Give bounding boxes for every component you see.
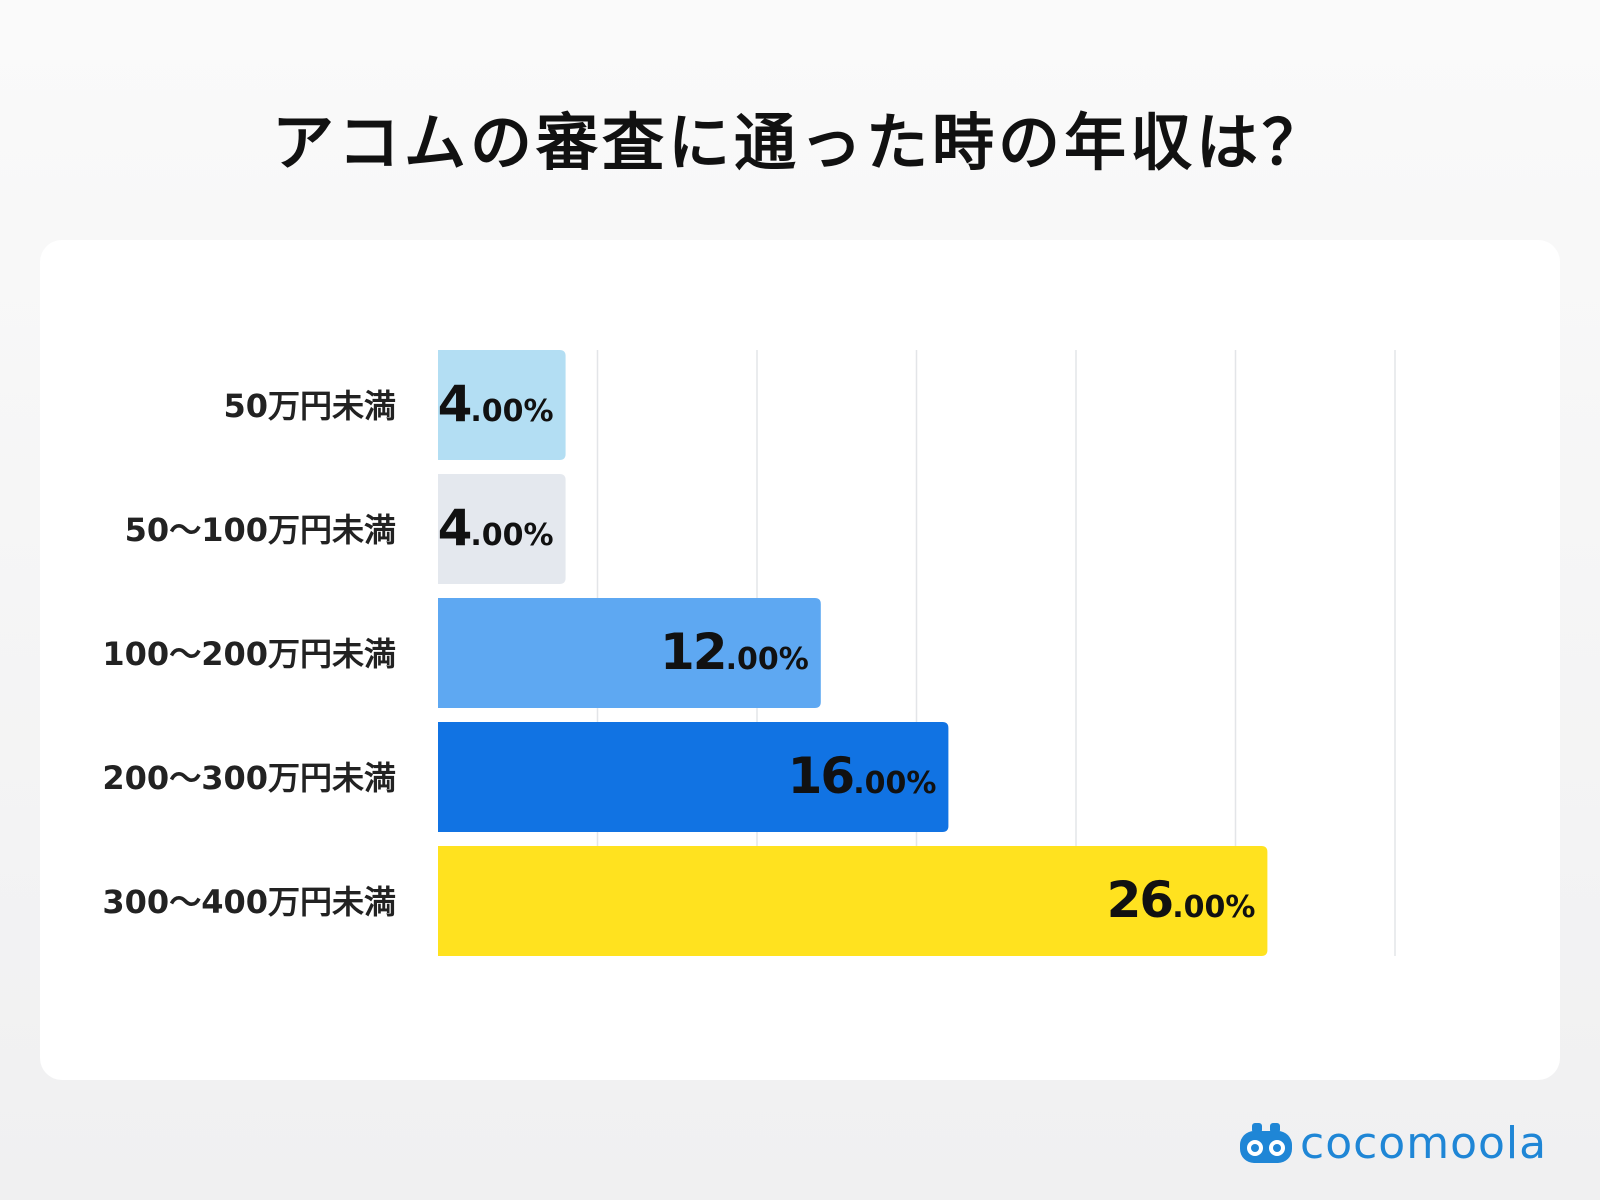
category-label: 50〜100万円未満 — [125, 511, 396, 549]
category-label: 100〜200万円未満 — [102, 635, 396, 673]
bar — [438, 350, 566, 460]
page-title: アコムの審査に通った時の年収は？ — [271, 106, 1328, 179]
brand-name: cocomoola — [1300, 1117, 1548, 1169]
chart-card: 50万円未満 50〜100万円未満 100〜200万円未満 200〜300万円未満 30… — [40, 240, 1560, 1080]
category-labels: 50万円未満 50〜100万円未満 100〜200万円未満 200〜300万円未満 30… — [102, 387, 396, 921]
bar-chart: 50万円未満 50〜100万円未満 100〜200万円未満 200〜300万円未満 30… — [102, 350, 1396, 956]
value-labels: 4.00% 4.00% 12.00% 16.00% 26.00% — [438, 375, 1256, 929]
bar — [438, 722, 949, 832]
category-label: 200〜300万円未満 — [102, 759, 396, 797]
category-label: 300〜400万円未満 — [102, 883, 396, 921]
value-label: 26.00% — [1107, 871, 1256, 929]
binoculars-icon — [1240, 1123, 1292, 1163]
value-label: 4.00% — [438, 375, 554, 433]
value-label: 4.00% — [438, 499, 554, 557]
value-label: 16.00% — [788, 747, 937, 805]
bar — [438, 474, 566, 584]
bar — [438, 846, 1268, 956]
brand-logo: cocomoola — [1238, 1117, 1548, 1169]
category-label: 50万円未満 — [223, 387, 396, 425]
bar — [438, 598, 821, 708]
value-label: 12.00% — [660, 623, 809, 681]
bars — [438, 350, 1268, 956]
